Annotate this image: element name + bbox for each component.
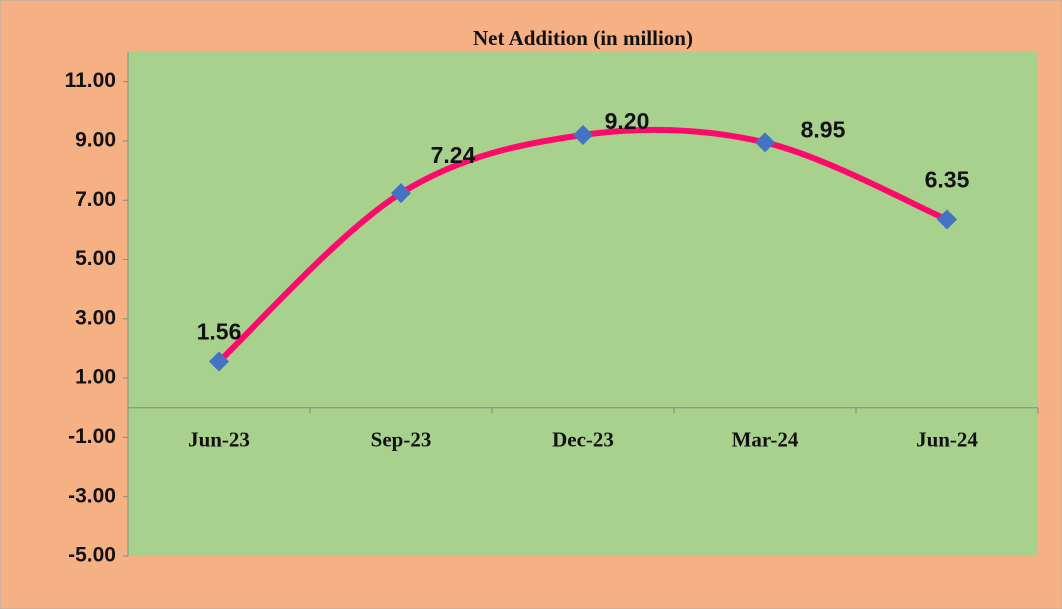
y-tick-label: 9.00	[75, 128, 116, 151]
marker	[937, 209, 957, 230]
data-label: 7.24	[431, 142, 476, 168]
data-label: 8.95	[801, 117, 846, 143]
chart-title: Net Addition (in million)	[473, 26, 693, 50]
y-tick-label: -1.00	[68, 425, 116, 448]
y-tick-label: 3.00	[75, 306, 116, 329]
y-tick-label: -3.00	[68, 484, 116, 507]
marker	[391, 183, 411, 204]
data-label: 1.56	[197, 319, 242, 345]
y-tick-label: 5.00	[75, 247, 116, 270]
data-label: 9.20	[605, 108, 650, 134]
y-tick-label: 11.00	[65, 69, 116, 92]
marker	[573, 125, 593, 146]
marker	[755, 132, 775, 153]
x-tick-label: Mar-24	[732, 428, 799, 452]
y-tick-label: 1.00	[75, 366, 116, 389]
data-label: 6.35	[925, 167, 970, 193]
y-tick-label: -5.00	[68, 544, 116, 567]
x-tick-label: Dec-23	[552, 428, 614, 452]
x-tick-label: Jun-24	[916, 428, 978, 452]
x-tick-label: Sep-23	[371, 428, 432, 452]
x-tick-label: Jun-23	[188, 428, 250, 452]
marker	[209, 351, 229, 372]
y-tick-label: 7.00	[75, 188, 116, 211]
